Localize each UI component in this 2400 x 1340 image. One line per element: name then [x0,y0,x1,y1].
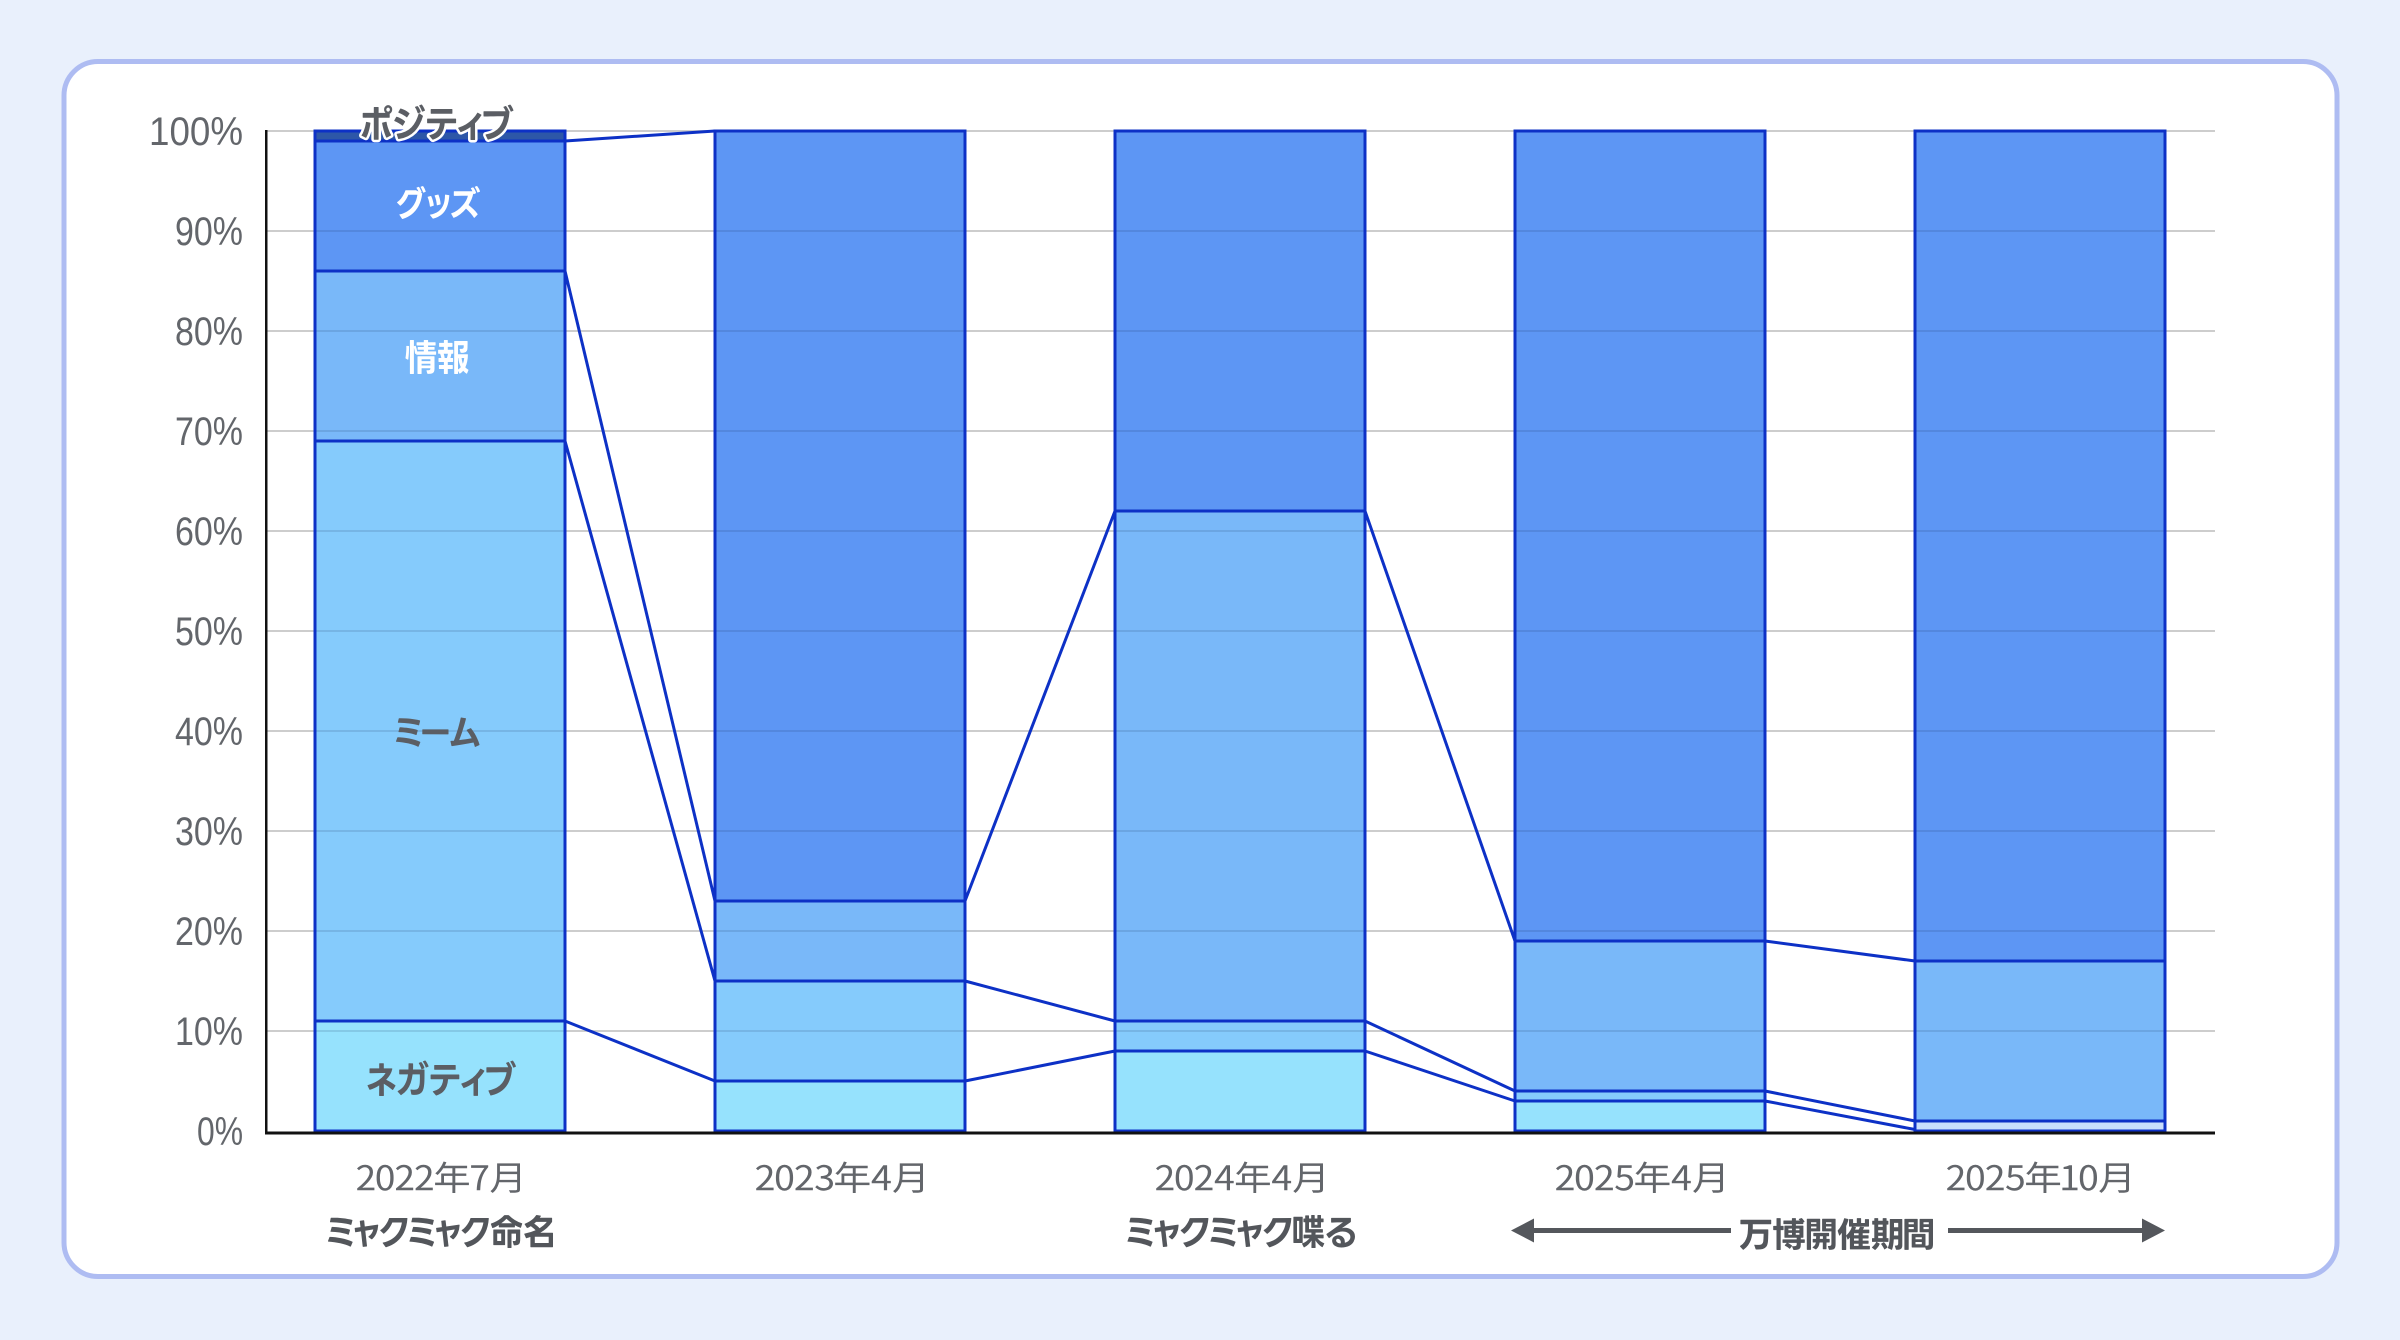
svg-text:40%: 40% [175,710,243,754]
svg-text:50%: 50% [175,610,243,654]
svg-text:30%: 30% [175,810,243,854]
svg-text:80%: 80% [175,310,243,354]
svg-text:0%: 0% [197,1110,243,1154]
svg-text:100%: 100% [149,110,243,154]
svg-text:20%: 20% [175,910,243,954]
svg-text:70%: 70% [175,410,243,454]
svg-text:10%: 10% [175,1010,243,1054]
svg-text:90%: 90% [175,210,243,254]
svg-text:60%: 60% [175,510,243,554]
